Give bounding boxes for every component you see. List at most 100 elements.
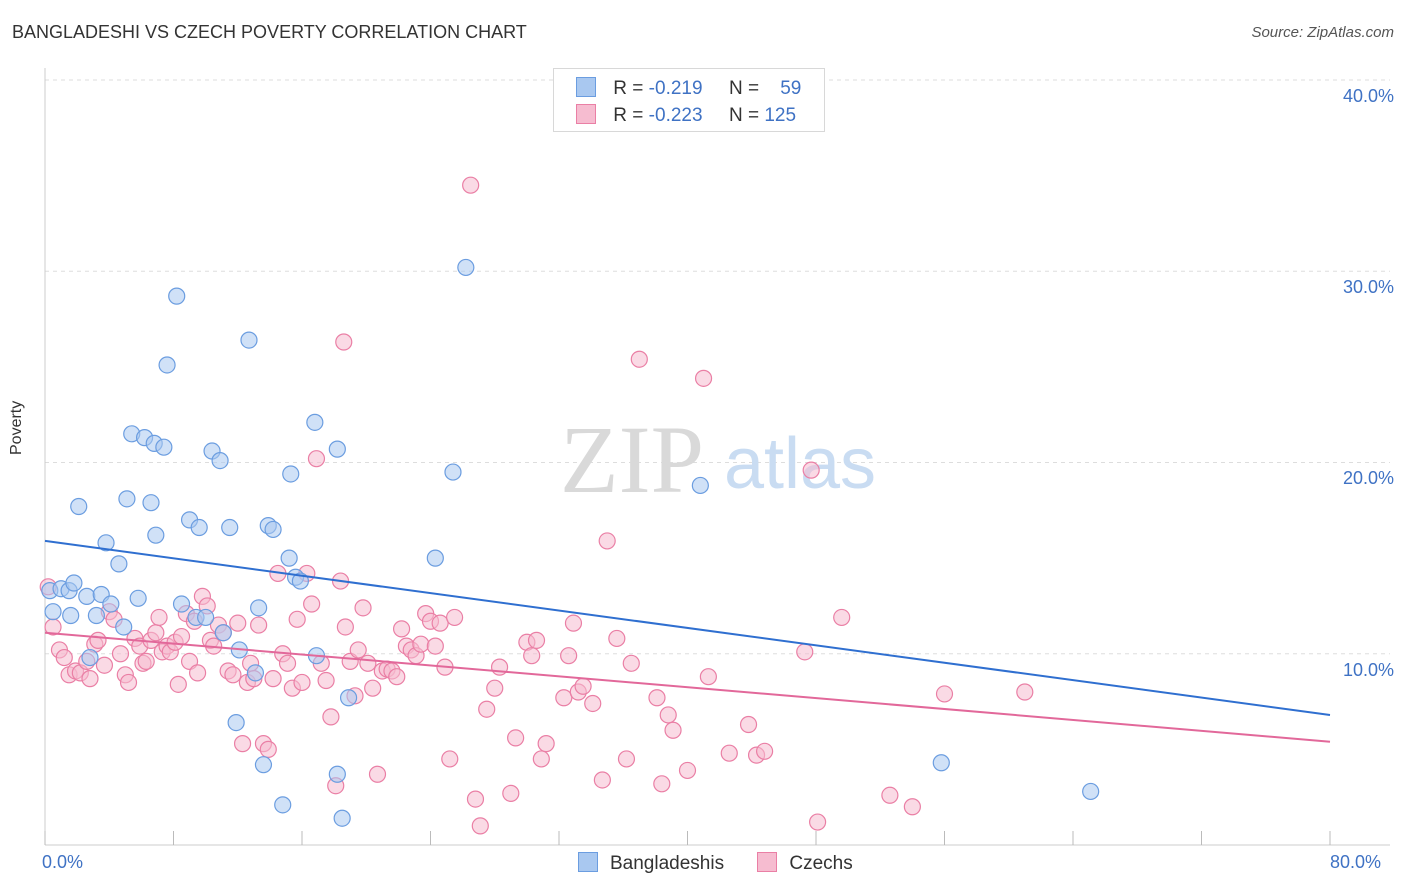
czech-point	[523, 647, 541, 665]
legend-n-value: 59	[780, 78, 802, 99]
czech-point	[881, 786, 899, 804]
czech-point	[95, 656, 114, 674]
czech-point	[699, 668, 717, 686]
czech-point	[229, 614, 247, 632]
czech-point	[55, 648, 73, 667]
czech-point	[560, 647, 578, 665]
czech-point	[364, 679, 382, 697]
legend-n-value: 125	[764, 105, 797, 126]
legend-row-bangladeshi: R = -0.219 N = 59	[576, 77, 801, 100]
y-tick-40: 40.0%	[1342, 86, 1394, 106]
czech-point	[354, 599, 372, 617]
legend-item-bangladeshis[interactable]: Bangladeshis	[578, 852, 724, 875]
bangladeshi-point	[211, 451, 229, 470]
bangladeshi-point	[190, 518, 208, 537]
bangladeshi-point	[168, 287, 186, 305]
bangladeshi-point	[197, 608, 215, 627]
legend-item-czechs[interactable]: Czechs	[757, 852, 853, 875]
chart-title: BANGLADESHI VS CZECH POVERTY CORRELATION…	[12, 22, 527, 42]
bangladeshi-point	[115, 618, 133, 636]
czech-point	[336, 618, 354, 636]
legend-label-czechs: Czechs	[789, 853, 853, 874]
bangladeshi-point	[87, 606, 106, 625]
czech-point	[935, 685, 954, 703]
source-label: Source: ZipAtlas.com	[1251, 24, 1394, 41]
bangladeshi-point	[214, 624, 232, 642]
bangladeshi-point	[291, 572, 309, 590]
legend-swatch-pink	[576, 104, 596, 124]
czech-point	[111, 645, 130, 663]
czech-point	[169, 675, 187, 693]
czech-point	[81, 670, 99, 688]
legend-r-label: R =	[613, 105, 644, 126]
czech-point	[137, 652, 155, 671]
czech-point	[293, 673, 311, 692]
correlation-legend: R = -0.219 N = 59 R = -0.223 N = 125	[553, 68, 825, 132]
legend-n-label: N =	[728, 105, 760, 126]
czech-point	[630, 350, 648, 368]
bangladeshi-point	[274, 796, 292, 814]
czech-point	[392, 620, 411, 638]
bangladeshi-point	[254, 756, 273, 774]
bangladeshi-point	[280, 549, 298, 567]
czech-point	[278, 654, 297, 672]
bangladeshi-point	[339, 689, 358, 707]
czech-point	[584, 694, 602, 713]
czech-point	[426, 637, 444, 655]
bangladeshi-point	[118, 490, 136, 508]
y-tick-30: 30.0%	[1342, 277, 1394, 297]
czech-point	[486, 679, 504, 697]
legend-swatch-pink	[757, 852, 778, 872]
czech-point	[564, 614, 583, 632]
bangladeshi-point	[155, 438, 173, 456]
czech-point	[555, 689, 573, 707]
czech-point	[593, 771, 611, 789]
czech-point	[833, 608, 851, 627]
bangladeshi-point	[240, 331, 258, 349]
czech-point	[288, 610, 306, 628]
czech-point	[431, 614, 449, 632]
czech-point	[188, 664, 207, 682]
bangladeshi-point	[246, 664, 265, 682]
trend-lines	[44, 539, 1331, 743]
czech-point	[678, 761, 697, 780]
x-max-label: 80.0%	[1330, 852, 1382, 872]
legend-row-czech: R = -0.223 N = 125	[576, 104, 796, 127]
legend-n-label: N =	[728, 78, 760, 99]
czech-point	[755, 742, 774, 760]
bangladeshi-point	[172, 595, 191, 613]
czech-point	[1016, 683, 1034, 701]
czech-point	[471, 817, 489, 835]
bangladeshi-point	[158, 356, 176, 374]
czech-point	[617, 750, 636, 768]
bangladeshi-point	[97, 534, 115, 552]
czech-point	[574, 677, 592, 695]
czech-point	[659, 706, 677, 724]
czech-point	[802, 461, 820, 479]
czech-point	[648, 689, 666, 707]
czech-point	[720, 744, 738, 762]
czech-point	[809, 813, 827, 831]
bangladeshi-point	[44, 603, 62, 621]
bangladeshi-point	[333, 809, 351, 827]
czech-point	[335, 333, 353, 351]
czech-point	[796, 643, 814, 661]
czech-point	[412, 635, 430, 653]
czech-point	[445, 608, 464, 627]
bangladeshi-point	[1082, 782, 1100, 801]
czech-point	[903, 798, 921, 816]
czech-point	[322, 708, 340, 726]
bangladeshi-point	[129, 589, 147, 607]
czech-point	[537, 735, 555, 753]
czech-point	[147, 624, 165, 642]
bangladeshi-point	[227, 713, 245, 732]
bangladeshi-point	[426, 549, 444, 567]
czech-point	[694, 369, 713, 387]
bangladeshi-point	[932, 754, 950, 772]
watermark-zip: ZIP	[560, 406, 704, 513]
czech-point	[388, 668, 406, 686]
czech-point	[172, 627, 191, 646]
czech-point	[532, 750, 550, 768]
czech-point	[478, 700, 496, 718]
legend-r-value: -0.219	[648, 78, 703, 99]
